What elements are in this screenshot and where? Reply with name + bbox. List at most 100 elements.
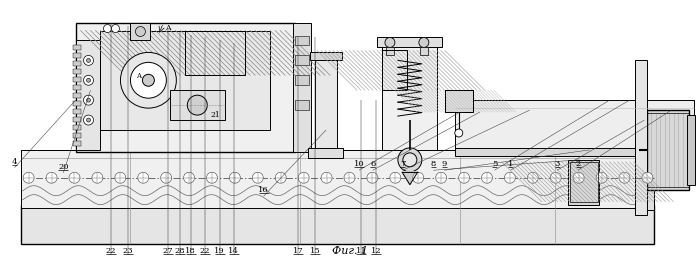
Circle shape — [160, 172, 171, 183]
Bar — [377, 38, 442, 48]
Circle shape — [23, 172, 34, 183]
Polygon shape — [402, 172, 418, 185]
Bar — [72, 45, 81, 50]
Bar — [454, 148, 694, 156]
Bar — [72, 69, 81, 74]
Circle shape — [86, 118, 91, 122]
Bar — [454, 100, 694, 152]
Text: 23: 23 — [123, 247, 133, 255]
Circle shape — [142, 74, 155, 86]
Bar — [386, 48, 394, 55]
Bar — [185, 31, 245, 75]
Bar — [382, 45, 437, 150]
Circle shape — [298, 172, 309, 183]
Bar — [72, 85, 81, 90]
Circle shape — [84, 95, 93, 105]
Bar — [72, 61, 81, 66]
Bar — [308, 148, 343, 158]
Circle shape — [112, 25, 119, 33]
Bar — [185, 31, 245, 75]
Circle shape — [390, 172, 401, 183]
Bar — [295, 35, 309, 45]
Bar — [21, 205, 654, 244]
Bar — [382, 50, 407, 90]
Bar — [72, 77, 81, 82]
Bar — [569, 162, 597, 201]
Text: 16: 16 — [259, 186, 269, 194]
Circle shape — [436, 172, 447, 183]
Bar — [100, 31, 270, 130]
Circle shape — [130, 62, 167, 98]
Circle shape — [398, 148, 422, 172]
Circle shape — [115, 172, 125, 183]
Bar — [636, 60, 648, 215]
Bar — [382, 50, 407, 90]
Bar — [445, 90, 473, 112]
Circle shape — [187, 95, 207, 115]
Text: 28: 28 — [175, 247, 185, 255]
Bar — [420, 48, 428, 55]
Circle shape — [528, 172, 538, 183]
Circle shape — [596, 172, 607, 183]
Text: 15: 15 — [309, 247, 321, 255]
Text: 22: 22 — [105, 247, 116, 255]
Text: 7: 7 — [400, 160, 406, 168]
Bar — [639, 120, 654, 210]
Bar — [445, 90, 473, 112]
Bar — [687, 115, 696, 185]
Text: 9: 9 — [442, 160, 447, 168]
Bar — [72, 101, 81, 106]
Bar — [648, 110, 689, 190]
Bar — [295, 55, 309, 65]
Text: 1: 1 — [508, 160, 513, 168]
Text: 20: 20 — [58, 163, 68, 171]
Bar — [315, 55, 337, 155]
Bar — [72, 125, 81, 130]
Circle shape — [84, 75, 93, 85]
Circle shape — [206, 172, 217, 183]
Text: 11: 11 — [355, 247, 367, 255]
Bar — [445, 90, 473, 112]
Text: 17: 17 — [293, 247, 304, 255]
Text: 22: 22 — [200, 247, 210, 255]
Bar — [295, 75, 309, 85]
Circle shape — [69, 172, 80, 183]
Circle shape — [413, 172, 424, 183]
Circle shape — [275, 172, 286, 183]
Circle shape — [121, 52, 176, 108]
Circle shape — [459, 172, 470, 183]
Bar — [72, 54, 81, 58]
Bar — [567, 160, 599, 205]
Circle shape — [550, 172, 561, 183]
Circle shape — [183, 172, 194, 183]
Circle shape — [229, 172, 240, 183]
Circle shape — [321, 172, 332, 183]
Circle shape — [92, 172, 103, 183]
Circle shape — [482, 172, 493, 183]
Circle shape — [84, 55, 93, 65]
Bar — [72, 109, 81, 114]
Text: 12: 12 — [371, 247, 382, 255]
Circle shape — [573, 172, 584, 183]
Text: 3: 3 — [555, 160, 560, 168]
Circle shape — [135, 27, 146, 37]
Bar — [170, 90, 225, 120]
Circle shape — [46, 172, 57, 183]
Bar — [569, 162, 597, 201]
Circle shape — [84, 115, 93, 125]
Text: 10: 10 — [353, 160, 365, 168]
Bar — [293, 23, 311, 152]
Circle shape — [419, 38, 429, 48]
Text: 21: 21 — [210, 111, 220, 119]
Circle shape — [642, 172, 653, 183]
Circle shape — [344, 172, 355, 183]
Circle shape — [86, 78, 91, 82]
Circle shape — [252, 172, 263, 183]
Bar — [75, 23, 295, 152]
Bar — [130, 23, 151, 40]
Text: 2: 2 — [576, 160, 581, 168]
Bar — [72, 141, 81, 146]
Text: 14: 14 — [229, 247, 239, 255]
Text: Фиг. 1: Фиг. 1 — [332, 246, 368, 256]
Circle shape — [367, 172, 378, 183]
